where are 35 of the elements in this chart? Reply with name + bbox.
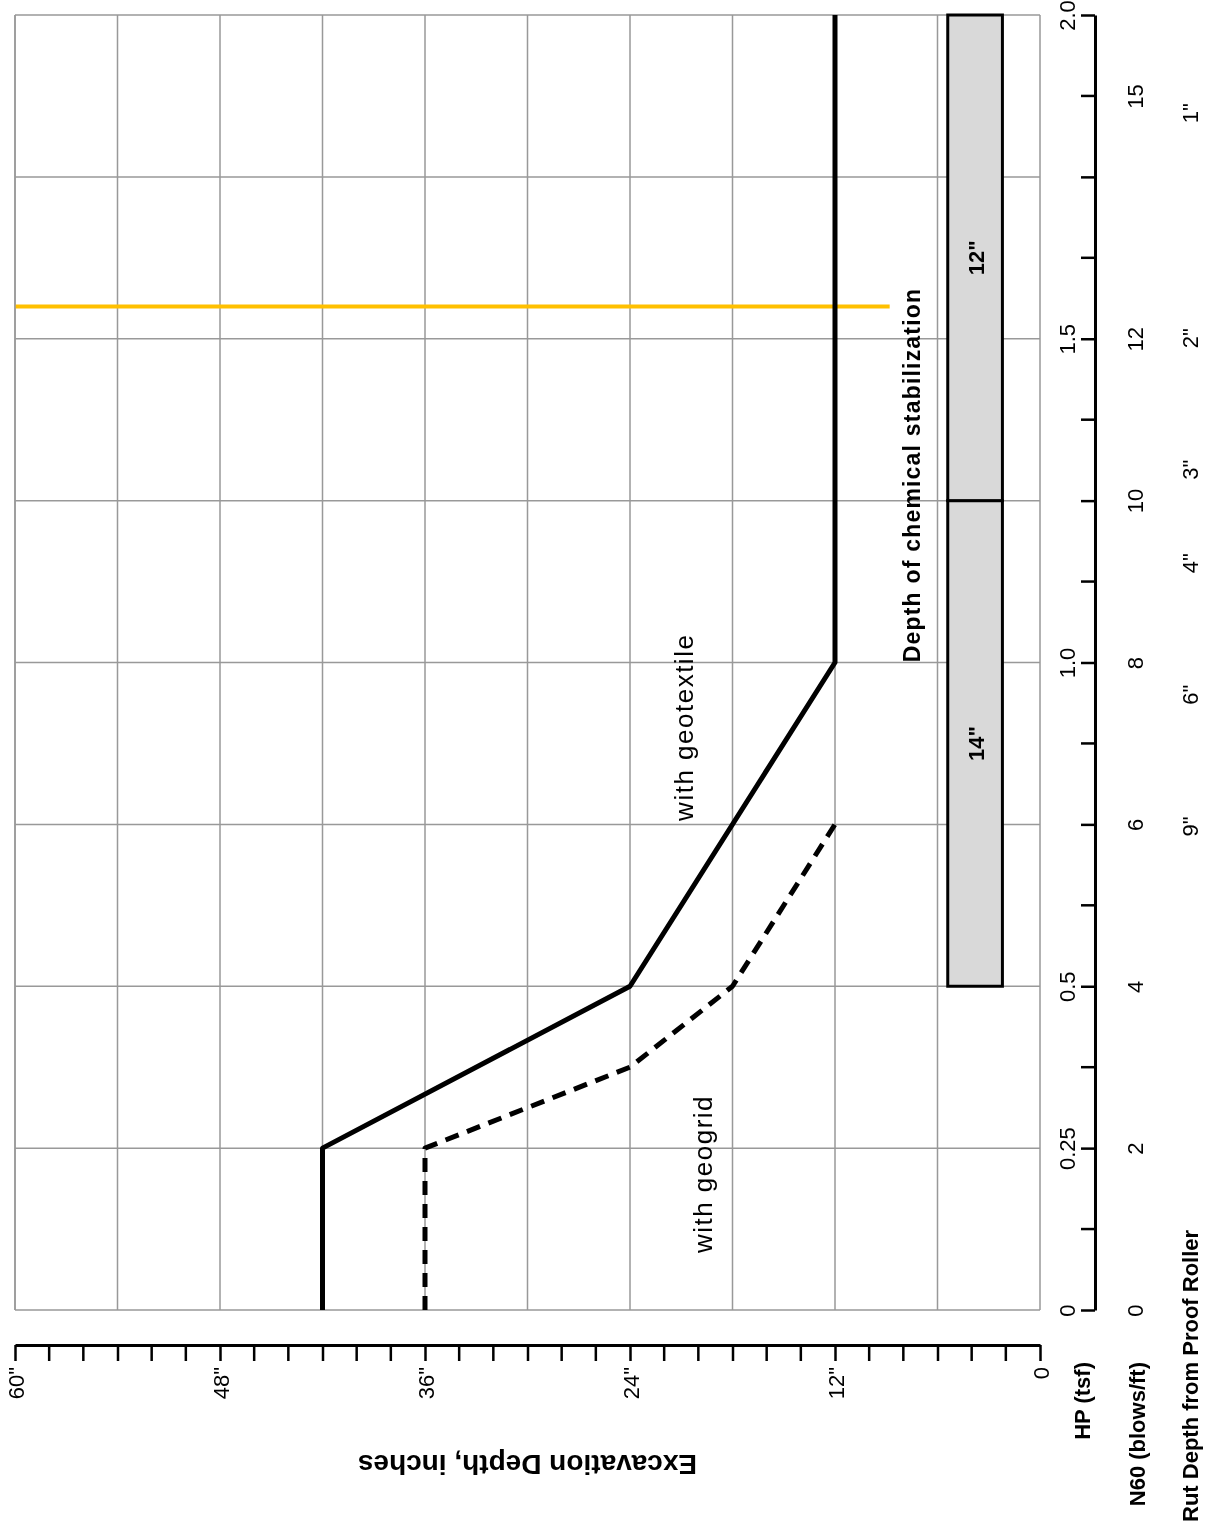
x-tick-label: 60" bbox=[3, 1367, 29, 1400]
y-tick-label: 1.5 bbox=[1055, 323, 1080, 355]
x-axis-title: Excavation Depth, inches bbox=[357, 1449, 698, 1480]
text: with geogrid bbox=[688, 1094, 718, 1255]
y-tick-label: 0.5 bbox=[1055, 971, 1080, 1003]
y-axis-title: HP (tsf) bbox=[1070, 1362, 1095, 1440]
x-tick-label: 12" bbox=[823, 1367, 849, 1400]
band-label: 14" bbox=[964, 725, 990, 761]
x-tick-label: 24" bbox=[618, 1367, 644, 1400]
annotation: Depth of chemical stabilization bbox=[899, 287, 925, 663]
y2-tick-label: 2 bbox=[1123, 1142, 1148, 1155]
y-tick-label: 1.0 bbox=[1055, 647, 1080, 679]
y3-tick-label: 6" bbox=[1178, 684, 1203, 705]
y2-tick-label: 0 bbox=[1123, 1304, 1148, 1317]
y-tick-label: 0.25 bbox=[1055, 1127, 1080, 1171]
y-tick-label: 0 bbox=[1055, 1304, 1080, 1317]
y3-axis-title: Rut Depth from Proof Roller bbox=[1178, 1229, 1203, 1522]
y2-tick-label: 4 bbox=[1123, 980, 1148, 993]
x-tick-label: 0 bbox=[1028, 1367, 1054, 1380]
y3-tick-label: 3" bbox=[1178, 459, 1203, 480]
y3-tick-label: 1" bbox=[1178, 103, 1203, 124]
y3-tick-label: 2" bbox=[1178, 328, 1203, 349]
y2-tick-label: 6 bbox=[1123, 818, 1148, 831]
y3-tick-label: 9" bbox=[1178, 816, 1203, 837]
x-tick-label: 48" bbox=[208, 1367, 234, 1400]
y3-tick-label: 4" bbox=[1178, 553, 1203, 574]
y2-tick-label: 15 bbox=[1123, 84, 1148, 109]
y-tick-label: 2.0 bbox=[1055, 0, 1080, 31]
y2-tick-label: 8 bbox=[1123, 656, 1148, 670]
y2-axis-title: N60 (blows/ft) bbox=[1125, 1362, 1150, 1507]
x-tick-label: 36" bbox=[413, 1367, 439, 1400]
band-label: 12" bbox=[964, 240, 990, 276]
text: with geotextile bbox=[669, 633, 700, 822]
y2-tick-label: 10 bbox=[1123, 488, 1148, 514]
y2-tick-label: 12 bbox=[1123, 327, 1148, 352]
